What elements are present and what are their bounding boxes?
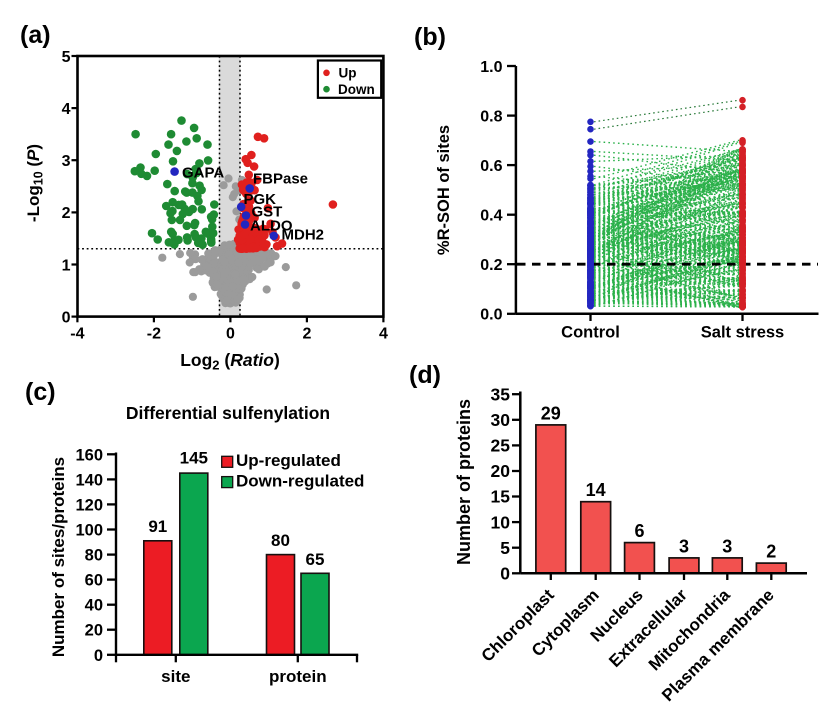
- svg-text:65: 65: [306, 550, 325, 569]
- svg-text:3: 3: [62, 153, 71, 170]
- svg-text:60: 60: [85, 572, 103, 590]
- svg-text:25: 25: [491, 436, 511, 456]
- svg-text:PGK: PGK: [244, 191, 277, 208]
- svg-text:-4: -4: [70, 326, 84, 343]
- svg-text:(a): (a): [20, 21, 51, 49]
- svg-text:Down: Down: [338, 82, 375, 97]
- svg-text:(c): (c): [25, 378, 56, 406]
- svg-text:0: 0: [62, 309, 71, 326]
- svg-text:14: 14: [586, 480, 606, 500]
- svg-text:35: 35: [491, 384, 511, 404]
- svg-text:1.0: 1.0: [480, 59, 502, 76]
- svg-text:4: 4: [379, 326, 388, 343]
- svg-text:ALDO: ALDO: [250, 218, 293, 235]
- svg-text:4: 4: [62, 101, 71, 118]
- svg-text:5: 5: [62, 49, 71, 66]
- svg-text:40: 40: [85, 597, 103, 615]
- svg-text:120: 120: [75, 496, 103, 514]
- svg-text:140: 140: [75, 471, 103, 489]
- svg-text:80: 80: [271, 531, 290, 550]
- svg-text:10: 10: [491, 512, 511, 532]
- svg-text:6: 6: [634, 521, 644, 541]
- svg-text:Salt stress: Salt stress: [701, 324, 784, 342]
- svg-text:20: 20: [85, 622, 103, 640]
- svg-text:100: 100: [75, 522, 103, 540]
- svg-text:0.2: 0.2: [480, 257, 502, 274]
- svg-text:2: 2: [302, 326, 311, 343]
- svg-text:3: 3: [722, 536, 732, 556]
- svg-text:GST: GST: [252, 204, 283, 221]
- svg-text:0: 0: [94, 647, 103, 665]
- svg-text:Number of sites/proteins: Number of sites/proteins: [49, 457, 68, 657]
- svg-text:160: 160: [75, 446, 103, 464]
- svg-text:(b): (b): [414, 23, 446, 51]
- svg-text:30: 30: [491, 410, 511, 430]
- svg-text:2: 2: [62, 205, 71, 222]
- svg-text:Down-regulated: Down-regulated: [236, 471, 364, 490]
- svg-text:(d): (d): [409, 361, 441, 389]
- svg-text:Up: Up: [339, 66, 357, 81]
- svg-text:MDH2: MDH2: [282, 227, 325, 244]
- svg-text:Control: Control: [561, 324, 620, 342]
- svg-text:0.4: 0.4: [480, 208, 502, 225]
- svg-text:0: 0: [500, 564, 510, 584]
- svg-text:145: 145: [180, 449, 208, 468]
- svg-text:0.8: 0.8: [480, 108, 502, 125]
- svg-text:-2: -2: [147, 326, 161, 343]
- svg-text:Differential sulfenylation: Differential sulfenylation: [126, 403, 330, 423]
- svg-text:20: 20: [491, 461, 511, 481]
- svg-text:site: site: [161, 667, 190, 686]
- svg-text:3: 3: [679, 536, 689, 556]
- svg-text:0.6: 0.6: [480, 158, 502, 175]
- svg-text:protein: protein: [269, 667, 327, 686]
- svg-text:1: 1: [62, 257, 71, 274]
- svg-text:29: 29: [541, 403, 561, 423]
- svg-text:91: 91: [148, 517, 167, 536]
- svg-text:Log2 (Ratio): Log2 (Ratio): [180, 350, 280, 373]
- svg-text:GAPA: GAPA: [182, 165, 224, 182]
- svg-text:15: 15: [491, 487, 511, 507]
- svg-text:5: 5: [500, 538, 510, 558]
- svg-text:2: 2: [766, 542, 776, 562]
- svg-text:80: 80: [85, 547, 103, 565]
- svg-text:Number of proteins: Number of proteins: [454, 399, 474, 565]
- svg-text:FBPase: FBPase: [253, 171, 308, 188]
- svg-text:0: 0: [226, 326, 235, 343]
- svg-text:0.0: 0.0: [480, 307, 502, 324]
- svg-text:-Log10 (P): -Log10 (P): [24, 144, 46, 222]
- svg-text:Up-regulated: Up-regulated: [236, 451, 341, 470]
- svg-text:%R-SOH of sites: %R-SOH of sites: [435, 125, 453, 255]
